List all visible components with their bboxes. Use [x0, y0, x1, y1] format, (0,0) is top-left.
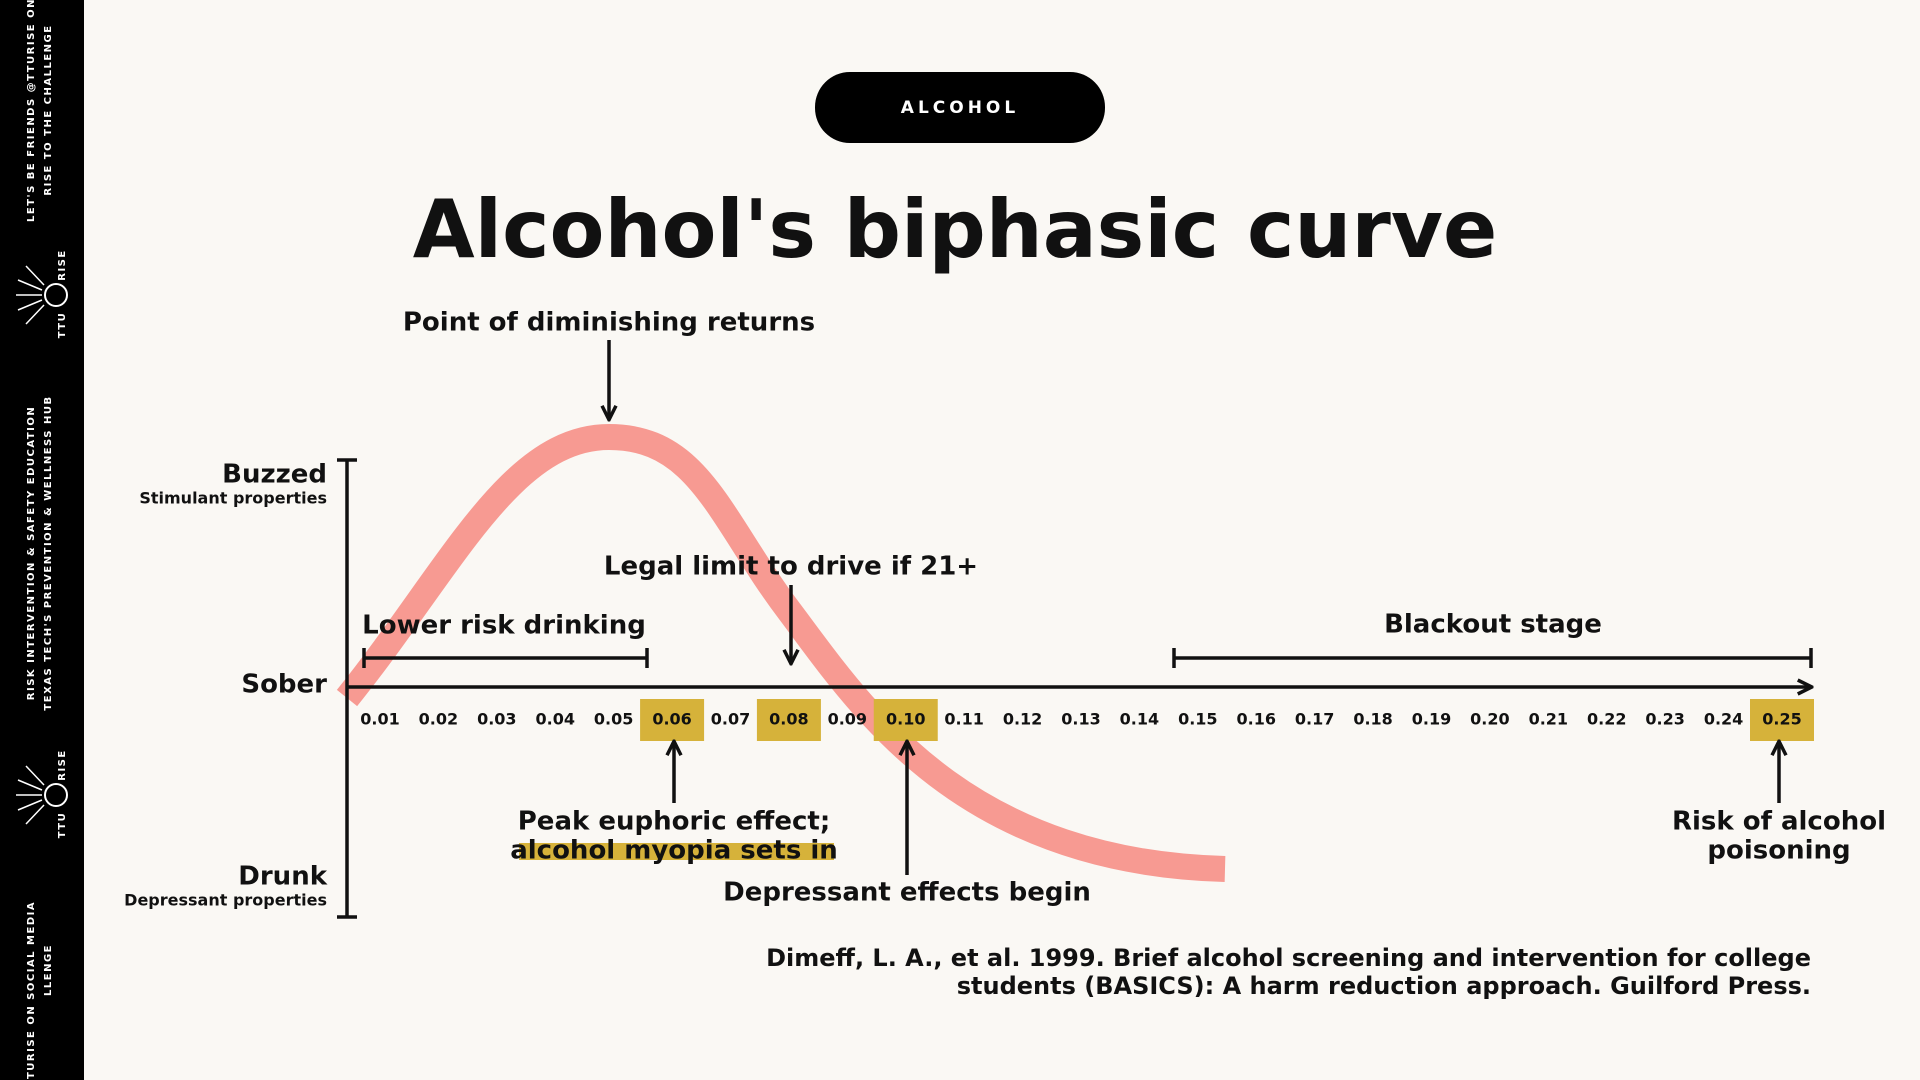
- tick-label: 0.03: [477, 710, 516, 729]
- annotation: Lower risk drinking: [362, 611, 646, 641]
- curve: [336, 423, 1226, 882]
- sidebar-text: LET'S BE FRIENDS @TTURISE ON: [26, 0, 37, 222]
- sidebar-top: LET'S BE FRIENDS @TTURISE ON RISE TO THE…: [26, 0, 54, 222]
- logo-text: RISE: [57, 249, 68, 280]
- citation: students (BASICS): A harm reduction appr…: [957, 972, 1811, 1000]
- sidebar-text: RISE TO THE CHALLENGE: [43, 24, 54, 195]
- tick-label: 0.01: [360, 710, 399, 729]
- annotation: alcohol myopia sets in: [510, 836, 838, 866]
- annotation: poisoning: [1707, 836, 1850, 866]
- annotation: Blackout stage: [1384, 610, 1602, 640]
- tick-label: 0.20: [1470, 710, 1509, 729]
- badge-text: ALCOHOL: [901, 98, 1019, 118]
- tick-label: 0.02: [419, 710, 458, 729]
- tick-label: 0.06: [652, 710, 691, 729]
- tick-label: 0.24: [1704, 710, 1743, 729]
- tick-highlight: [756, 699, 821, 741]
- annotation: Risk of alcohol: [1672, 807, 1886, 837]
- annotation: Point of diminishing returns: [403, 308, 815, 338]
- annotation: Legal limit to drive if 21+: [604, 552, 978, 582]
- logo-text: TTU: [57, 812, 68, 839]
- bracket: [362, 648, 649, 668]
- tick-label: 0.18: [1353, 710, 1392, 729]
- badge: [815, 72, 1105, 143]
- y-label: Buzzed: [222, 460, 327, 490]
- y-label: Drunk: [238, 862, 327, 892]
- tick-label: 0.17: [1295, 710, 1334, 729]
- sidebar-text: @TTURISE ON SOCIAL MEDIA: [26, 901, 37, 1080]
- sidebar-text: TEXAS TECH'S PREVENTION & WELLNESS HUB: [43, 395, 54, 710]
- y-sublabel: Stimulant properties: [139, 489, 327, 508]
- annotation: Depressant effects begin: [723, 878, 1091, 908]
- tick-label: 0.13: [1061, 710, 1100, 729]
- y-sublabel: Depressant properties: [124, 891, 327, 910]
- tick-label: 0.25: [1762, 710, 1801, 729]
- logo: RISE TTU: [16, 249, 68, 338]
- tick-label: 0.04: [536, 710, 575, 729]
- tick-label: 0.23: [1645, 710, 1684, 729]
- annotation: Peak euphoric effect;: [518, 807, 830, 837]
- tick-label: 0.09: [828, 710, 867, 729]
- tick-label: 0.16: [1237, 710, 1276, 729]
- title: Alcohol's biphasic curve: [413, 183, 1497, 276]
- y-label: Sober: [241, 670, 327, 700]
- ticks: 0.01 0.02 0.03 0.04 0.05 0.06 0.07 0.08 0.09 0.10…: [360, 699, 1814, 741]
- tick-label: 0.07: [711, 710, 750, 729]
- citation: Dimeff, L. A., et al. 1999. Brief alcoho…: [766, 944, 1811, 972]
- tick-label: 0.11: [944, 710, 983, 729]
- sidebar-text: RISK INTERVENTION & SAFETY EDUCATION: [26, 406, 37, 700]
- tick-label: 0.15: [1178, 710, 1217, 729]
- sidebar-middle: RISK INTERVENTION & SAFETY EDUCATION TEX…: [26, 395, 54, 710]
- tick-label: 0.21: [1529, 710, 1568, 729]
- tick-label: 0.08: [769, 710, 808, 729]
- highlight: [519, 843, 834, 860]
- tick-label: 0.19: [1412, 710, 1451, 729]
- sidebar: [0, 0, 84, 1080]
- logo-text: TTU: [57, 312, 68, 339]
- tick-label: 0.22: [1587, 710, 1626, 729]
- tick-label: 0.12: [1003, 710, 1042, 729]
- tick-label: 0.14: [1120, 710, 1159, 729]
- logo: RISE TTU: [16, 749, 68, 838]
- tick-label: 0.05: [594, 710, 633, 729]
- tick-highlight: [1750, 699, 1814, 741]
- tick-label: 0.10: [886, 710, 925, 729]
- logo-text: RISE: [57, 749, 68, 780]
- sidebar-text: LLENGE: [43, 944, 54, 996]
- bracket: [1172, 648, 1813, 668]
- tick-highlight: [873, 699, 938, 741]
- sidebar-bottom: @TTURISE ON SOCIAL MEDIA LLENGE: [26, 901, 54, 1080]
- tick-highlight: [640, 699, 705, 741]
